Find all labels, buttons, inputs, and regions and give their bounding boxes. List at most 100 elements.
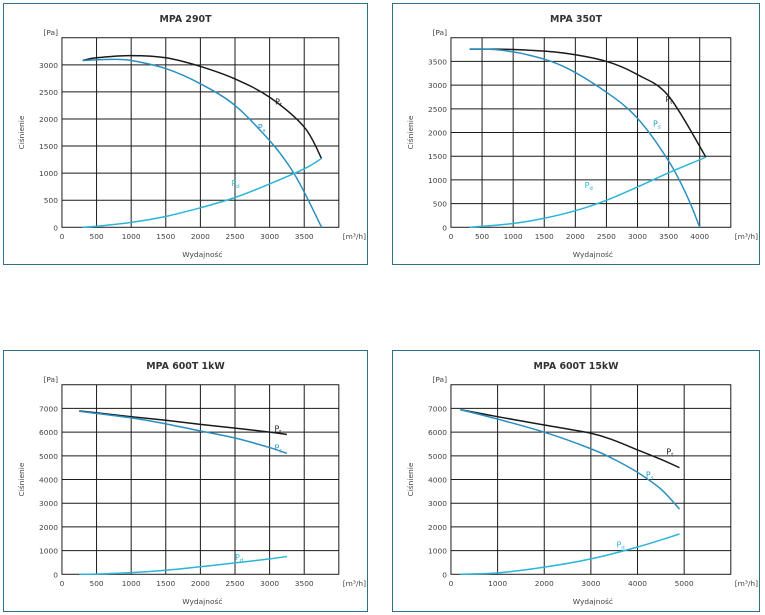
x-tick-label: 3500 bbox=[659, 232, 678, 241]
y-unit-label: [Pa] bbox=[43, 28, 58, 37]
y-tick-label: 1500 bbox=[428, 152, 447, 161]
chart-panel-mpa-600t-1kw: MPA 600T 1kW [Pa] 0 500 1000 1500 2000 2500 3000… bbox=[3, 350, 368, 612]
y-tick-label: 1000 bbox=[39, 169, 58, 178]
y-tick-label: 2500 bbox=[39, 88, 58, 97]
x-tick-label: 4000 bbox=[628, 579, 647, 588]
x-tick-label: 1500 bbox=[156, 232, 175, 241]
y-tick-label: 2000 bbox=[428, 523, 447, 532]
x-tick-label: 2500 bbox=[226, 579, 245, 588]
y-tick-label: 3000 bbox=[428, 81, 447, 90]
x-unit-label: [m³/h] bbox=[735, 579, 758, 588]
x-tick-label: 0 bbox=[449, 579, 454, 588]
chart-mpa-600t-1kw: MPA 600T 1kW [Pa] 0 500 1000 1500 2000 2500 3000… bbox=[17, 361, 366, 606]
x-tick-label: 3000 bbox=[260, 579, 279, 588]
series-line-pt bbox=[79, 410, 288, 436]
series-label-pt: Pt bbox=[275, 97, 282, 108]
y-tick-label: 7000 bbox=[39, 404, 58, 413]
y-tick-label: 0 bbox=[442, 570, 447, 579]
x-tick-label: 3000 bbox=[581, 579, 600, 588]
y-tick-label: 4000 bbox=[428, 475, 447, 484]
chart-title: MPA 290T bbox=[160, 14, 213, 25]
x-tick-label: 0 bbox=[60, 579, 65, 588]
y-tick-label: 3500 bbox=[428, 57, 447, 66]
x-tick-label: 1000 bbox=[488, 579, 507, 588]
y-tick-label: 4000 bbox=[39, 475, 58, 484]
y-axis-label: Ciśnienie bbox=[406, 115, 415, 149]
series-label-pt: Pt bbox=[666, 447, 673, 458]
y-unit-label: [Pa] bbox=[43, 375, 58, 384]
y-unit-label: [Pa] bbox=[432, 28, 447, 37]
chart-panel-mpa-350t: MPA 350T [Pa] 0 500 1000 1500 2000 2500 3000 3500… bbox=[392, 3, 760, 265]
series-line-ps bbox=[460, 408, 681, 510]
series-line-pd bbox=[82, 157, 322, 229]
y-tick-label: 0 bbox=[53, 223, 58, 232]
x-tick-label: 3500 bbox=[295, 232, 314, 241]
y-tick-label: 2500 bbox=[428, 105, 447, 114]
x-tick-label: 3500 bbox=[295, 579, 314, 588]
x-axis-label: Wydajność bbox=[573, 597, 613, 606]
y-axis-label: Ciśnienie bbox=[17, 115, 26, 149]
x-axis-label: Wydajność bbox=[182, 597, 222, 606]
x-tick-label: 3000 bbox=[628, 232, 647, 241]
series-label-pt: Pt bbox=[666, 95, 673, 106]
y-tick-label: 0 bbox=[53, 570, 58, 579]
series-label-ps: Ps bbox=[258, 123, 266, 134]
x-tick-label: 1500 bbox=[535, 232, 554, 241]
y-tick-label: 3000 bbox=[428, 499, 447, 508]
chart-panel-mpa-290t: MPA 290T [Pa] 0 500 1000 1500 2000 2500 3000 3500… bbox=[3, 3, 368, 265]
x-tick-label: 2500 bbox=[226, 232, 245, 241]
series-line-ps bbox=[79, 410, 288, 455]
y-tick-label: 1000 bbox=[428, 176, 447, 185]
x-tick-label: 2000 bbox=[535, 579, 554, 588]
chart-title: MPA 350T bbox=[550, 14, 603, 25]
y-unit-label: [Pa] bbox=[432, 375, 447, 384]
x-axis-label: Wydajność bbox=[182, 250, 222, 259]
x-tick-label: 4000 bbox=[690, 232, 709, 241]
x-unit-label: [m³/h] bbox=[343, 232, 366, 241]
y-tick-label: 6000 bbox=[428, 428, 447, 437]
chart-title: MPA 600T 15kW bbox=[534, 361, 620, 372]
chart-mpa-600t-15kw: MPA 600T 15kW [Pa] 0 1000 2000 3000 4000 5000 [m… bbox=[406, 361, 758, 606]
y-tick-label: 3000 bbox=[39, 499, 58, 508]
series-label-pd: Pd bbox=[232, 179, 240, 190]
series-line-pd bbox=[79, 555, 288, 576]
y-tick-label: 2000 bbox=[39, 115, 58, 124]
series-label-ps: Ps bbox=[653, 119, 661, 130]
x-tick-label: 5000 bbox=[675, 579, 694, 588]
y-tick-label: 500 bbox=[433, 200, 447, 209]
y-tick-label: 3000 bbox=[39, 61, 58, 70]
series-label-ps: Ps bbox=[646, 471, 654, 482]
y-tick-label: 7000 bbox=[428, 404, 447, 413]
series-label-pd: Pd bbox=[585, 181, 593, 192]
series-line-ps bbox=[82, 58, 323, 228]
y-tick-label: 5000 bbox=[428, 452, 447, 461]
series-label-pd: Pd bbox=[235, 553, 243, 564]
x-unit-label: [m³/h] bbox=[735, 232, 758, 241]
y-tick-label: 5000 bbox=[39, 452, 58, 461]
x-tick-label: 1500 bbox=[156, 579, 175, 588]
x-tick-label: 3000 bbox=[260, 232, 279, 241]
x-tick-label: 500 bbox=[475, 232, 489, 241]
series-line-pt bbox=[460, 408, 680, 469]
x-tick-label: 0 bbox=[449, 232, 454, 241]
y-tick-label: 1000 bbox=[39, 547, 58, 556]
x-tick-label: 2000 bbox=[191, 232, 210, 241]
y-tick-label: 500 bbox=[44, 196, 58, 205]
y-axis-label: Ciśnienie bbox=[406, 462, 415, 496]
y-tick-label: 0 bbox=[442, 223, 447, 232]
x-tick-label: 2500 bbox=[597, 232, 616, 241]
x-tick-label: 500 bbox=[89, 579, 103, 588]
x-unit-label: [m³/h] bbox=[343, 579, 366, 588]
x-tick-label: 2000 bbox=[566, 232, 585, 241]
chart-title: MPA 600T 1kW bbox=[146, 361, 225, 372]
y-tick-label: 2000 bbox=[428, 128, 447, 137]
x-axis-label: Wydajność bbox=[573, 250, 613, 259]
chart-mpa-290t: MPA 290T [Pa] 0 500 1000 1500 2000 2500 3000 3500… bbox=[17, 14, 366, 259]
y-tick-label: 2000 bbox=[39, 523, 58, 532]
x-tick-label: 2000 bbox=[191, 579, 210, 588]
chart-panel-mpa-600t-15kw: MPA 600T 15kW [Pa] 0 1000 2000 3000 4000 5000 [m… bbox=[392, 350, 760, 612]
y-axis-label: Ciśnienie bbox=[17, 462, 26, 496]
series-label-pd: Pd bbox=[617, 540, 625, 551]
x-tick-label: 1000 bbox=[122, 579, 141, 588]
y-tick-label: 6000 bbox=[39, 428, 58, 437]
